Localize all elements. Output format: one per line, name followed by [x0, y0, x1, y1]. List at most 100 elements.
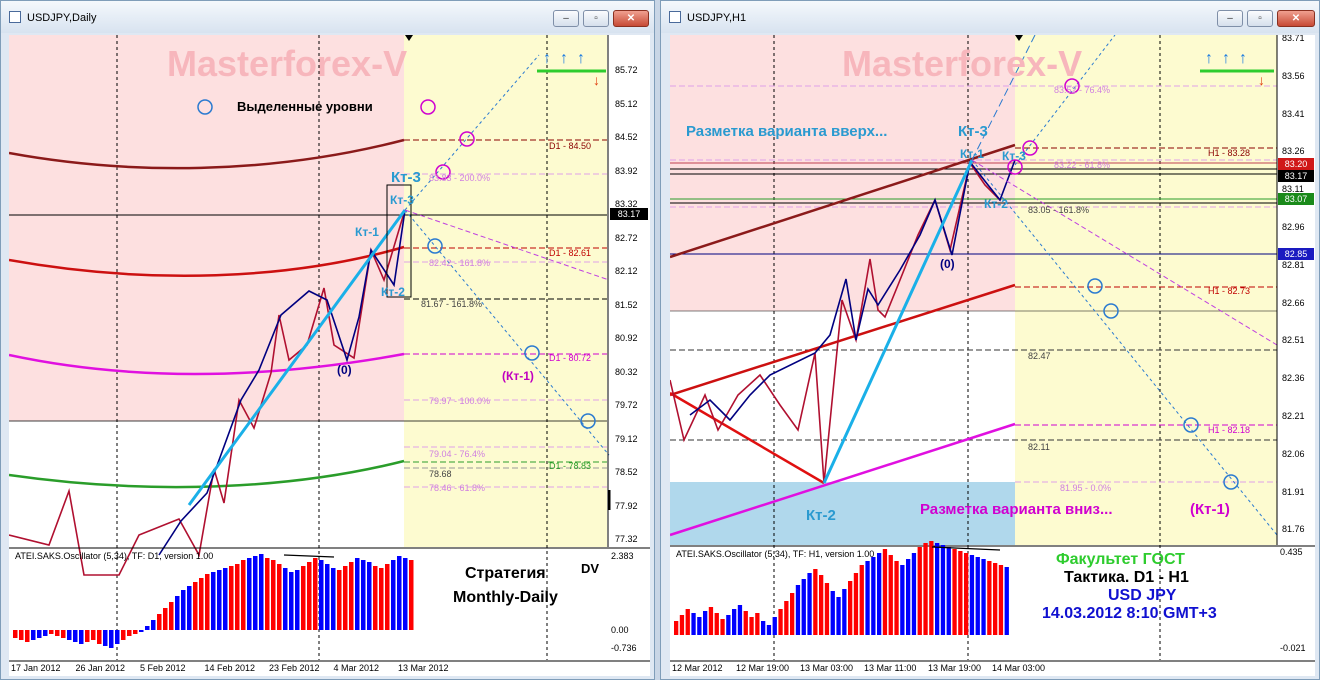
- oscillator-bar: [871, 557, 876, 635]
- svg-text:↓: ↓: [593, 72, 600, 88]
- price-axis-label: 83.56: [1282, 70, 1305, 81]
- price-axis-label: 80.92: [615, 333, 638, 343]
- oscillator-bar: [115, 630, 120, 644]
- time-axis-label: 13 Mar 11:00: [864, 663, 917, 673]
- chart-canvas: ↑ ↑ ↑ ↓: [9, 35, 650, 662]
- oscillator-bar: [882, 549, 888, 635]
- oscillator-bar: [61, 630, 66, 638]
- oscillator-label: ATEI.SAKS.Oscillator (5,34), TF: D1, ver…: [15, 551, 214, 561]
- oscillator-bar: [145, 626, 150, 630]
- oscillator-bar: [247, 558, 252, 630]
- strategy-line1: Стратегия: [465, 565, 546, 582]
- title-bar[interactable]: USDJPY,Daily – ▫ ✕: [1, 1, 654, 33]
- oscillator-bar: [331, 568, 336, 630]
- oscillator-bar: [265, 558, 270, 630]
- oscillator-bar: [223, 568, 228, 630]
- level-fib-764: 79.04 - 76.4%: [429, 449, 486, 459]
- faculty-label: Факультет ГОСТ: [1056, 551, 1185, 568]
- price-axis-label: 83.92: [615, 165, 638, 176]
- oscillator-bar: [726, 615, 731, 635]
- oscillator-bar: [917, 547, 922, 635]
- window-usdjpy-h1[interactable]: USDJPY,H1 – ▫ ✕: [660, 0, 1320, 680]
- wave-label-kt3-small: Кт-3: [1002, 149, 1026, 163]
- wave-label-kt2: Кт-2: [381, 285, 405, 299]
- oscillator-bar: [743, 611, 748, 635]
- pink-zone: [9, 35, 404, 421]
- price-axis-label: 82.06: [1282, 448, 1305, 459]
- wave-label-zero: (0): [940, 257, 955, 271]
- oscillator-bar: [685, 609, 690, 635]
- date-label: 14.03.2012 8:10 GMT+3: [1042, 605, 1217, 622]
- svg-text:↑: ↑: [560, 50, 568, 67]
- oscillator-bar: [848, 581, 853, 635]
- oscillator-bar: [277, 564, 282, 630]
- oscillator-bar: [283, 568, 288, 630]
- window-usdjpy-daily[interactable]: USDJPY,Daily – ▫ ✕: [0, 0, 655, 680]
- price-axis-label: 79.72: [615, 400, 638, 410]
- oscillator-bar: [691, 613, 696, 635]
- title-bar[interactable]: USDJPY,H1 – ▫ ✕: [661, 1, 1319, 33]
- oscillator-bar: [319, 560, 324, 630]
- chart-canvas: ↑ ↑ ↑ ↓: [670, 35, 1315, 662]
- oscillator-bar: [139, 630, 144, 632]
- watermark: Masterforex-V: [167, 43, 408, 84]
- restore-button[interactable]: ▫: [1247, 10, 1273, 27]
- wave-label-kt1: Кт-1: [355, 225, 379, 239]
- price-axis-label: 82.81: [1282, 259, 1305, 270]
- price-axis-label: 80.32: [615, 366, 638, 377]
- restore-button[interactable]: ▫: [583, 10, 609, 27]
- oscillator-bar: [67, 630, 72, 640]
- oscillator-bar: [911, 553, 917, 635]
- level-fib-618: 83.22 - 61.8%: [1054, 160, 1111, 170]
- price-axis-label: 82.66: [1282, 297, 1305, 308]
- level-fib-1618a: 82.42 - 161.8%: [429, 258, 491, 268]
- oscillator-bar: [91, 630, 96, 640]
- price-axis-label: 83.71: [1282, 35, 1305, 43]
- oscillator-bar: [732, 609, 737, 635]
- oscillator-bar: [877, 553, 882, 635]
- price-tag-red: 83.20: [1278, 158, 1314, 170]
- oscillator-min: -0.021: [1280, 643, 1306, 653]
- oscillator-bar: [703, 611, 708, 635]
- oscillator-bar: [720, 619, 725, 635]
- minimize-button[interactable]: –: [1217, 10, 1243, 27]
- oscillator-bar: [163, 608, 168, 630]
- oscillator-min: -0.736: [611, 643, 637, 653]
- level-fib-100: 79.97 - 100.0%: [429, 396, 491, 406]
- level-d1-8261: D1 - 82.61: [549, 248, 592, 258]
- wave-label-kt2-low: Кт-2: [806, 507, 836, 524]
- oscillator-bar: [761, 621, 766, 635]
- level-fib-1618: 83.05 - 161.8%: [1028, 205, 1090, 215]
- oscillator-bar: [313, 558, 318, 630]
- oscillator-bar: [714, 613, 719, 635]
- price-axis-label: 84.52: [615, 132, 638, 142]
- close-button[interactable]: ✕: [613, 10, 649, 27]
- level-h1-8273: H1 - 82.73: [1208, 286, 1251, 296]
- oscillator-bar: [952, 549, 957, 635]
- price-axis-label: 78.52: [615, 467, 638, 477]
- oscillator-bar: [301, 566, 306, 630]
- oscillator-bar: [929, 541, 934, 635]
- oscillator-bar: [295, 570, 300, 630]
- oscillator-bar: [37, 630, 42, 638]
- close-button[interactable]: ✕: [1277, 10, 1315, 27]
- price-axis-label: 81.76: [1282, 524, 1305, 535]
- wave-label-kt1: Кт-1: [960, 147, 984, 161]
- oscillator-bar: [755, 613, 760, 635]
- oscillator-bar: [865, 561, 870, 635]
- oscillator-bar: [43, 630, 48, 636]
- time-axis-label: 12 Mar 2012: [672, 663, 723, 673]
- oscillator-bar: [175, 596, 180, 630]
- level-8211: 82.11: [1028, 442, 1050, 452]
- oscillator-bar: [981, 559, 986, 635]
- price-chart-h1[interactable]: ↑ ↑ ↑ ↓ Masterforex-V Разметка варианта вв…: [670, 35, 1315, 676]
- price-chart-daily[interactable]: ↑ ↑ ↑ ↓ Maste: [9, 35, 650, 676]
- price-tag-black: 83.17: [1278, 170, 1314, 182]
- oscillator-bar: [229, 566, 234, 630]
- oscillator-bar: [679, 615, 685, 635]
- price-axis-label: 81.52: [615, 299, 638, 310]
- oscillator-bar: [31, 630, 36, 640]
- svg-text:↑: ↑: [1205, 50, 1213, 67]
- oscillator-bar: [888, 555, 893, 635]
- minimize-button[interactable]: –: [553, 10, 579, 27]
